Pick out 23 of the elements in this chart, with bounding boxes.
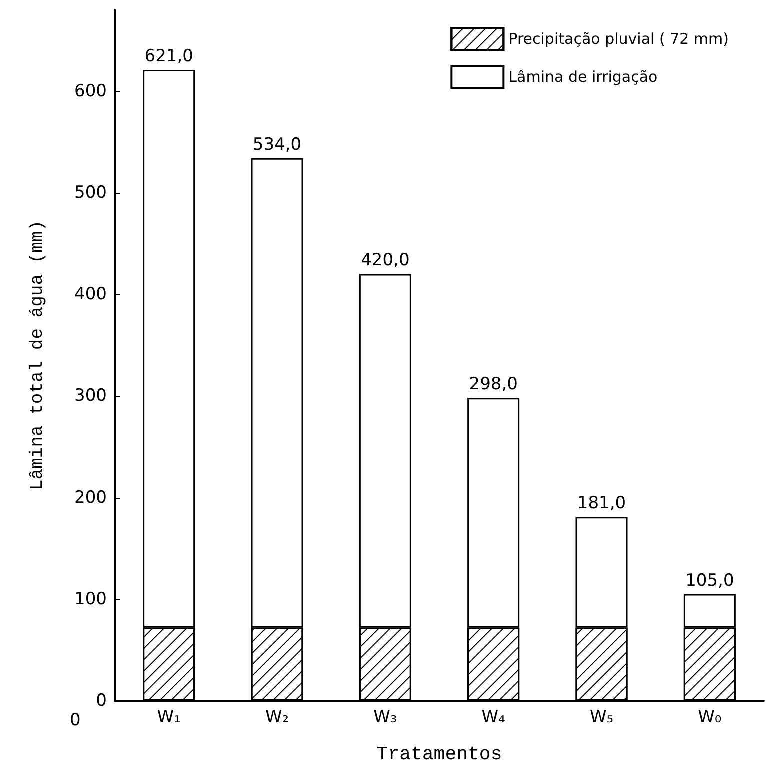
total-label: 621,0 — [144, 46, 194, 66]
total-label: 181,0 — [577, 494, 626, 514]
y-tick-label: 500 — [74, 182, 107, 203]
x-tick-label: W₀ — [698, 708, 722, 728]
y-tick-label: 300 — [74, 386, 107, 406]
total-label: 420,0 — [361, 250, 410, 271]
legend-label: Precipitação pluvial ( 72 mm) — [508, 30, 729, 48]
x-axis-title: Tratamentos — [376, 744, 502, 766]
y-tick-label: 100 — [74, 589, 107, 610]
y-tick-label: 400 — [74, 284, 107, 305]
x-tick-label: W₂ — [265, 708, 290, 728]
y-tick-label: 200 — [74, 488, 107, 508]
y-axis-title: Lâmina total de água (mm) — [28, 220, 48, 491]
y-tick-label: 0 — [96, 691, 107, 711]
x-tick-label: W₁ — [157, 708, 181, 728]
x-tick-label: W₅ — [590, 708, 614, 728]
x-tick-label: W₃ — [374, 708, 398, 728]
total-label: 105,0 — [686, 570, 734, 591]
legend-label: Lâmina de irrigação — [508, 68, 658, 86]
y-tick-label: 600 — [74, 81, 107, 102]
total-label: 298,0 — [469, 374, 518, 395]
total-label: 534,0 — [252, 134, 302, 155]
x-tick-label: W₄ — [482, 708, 506, 728]
